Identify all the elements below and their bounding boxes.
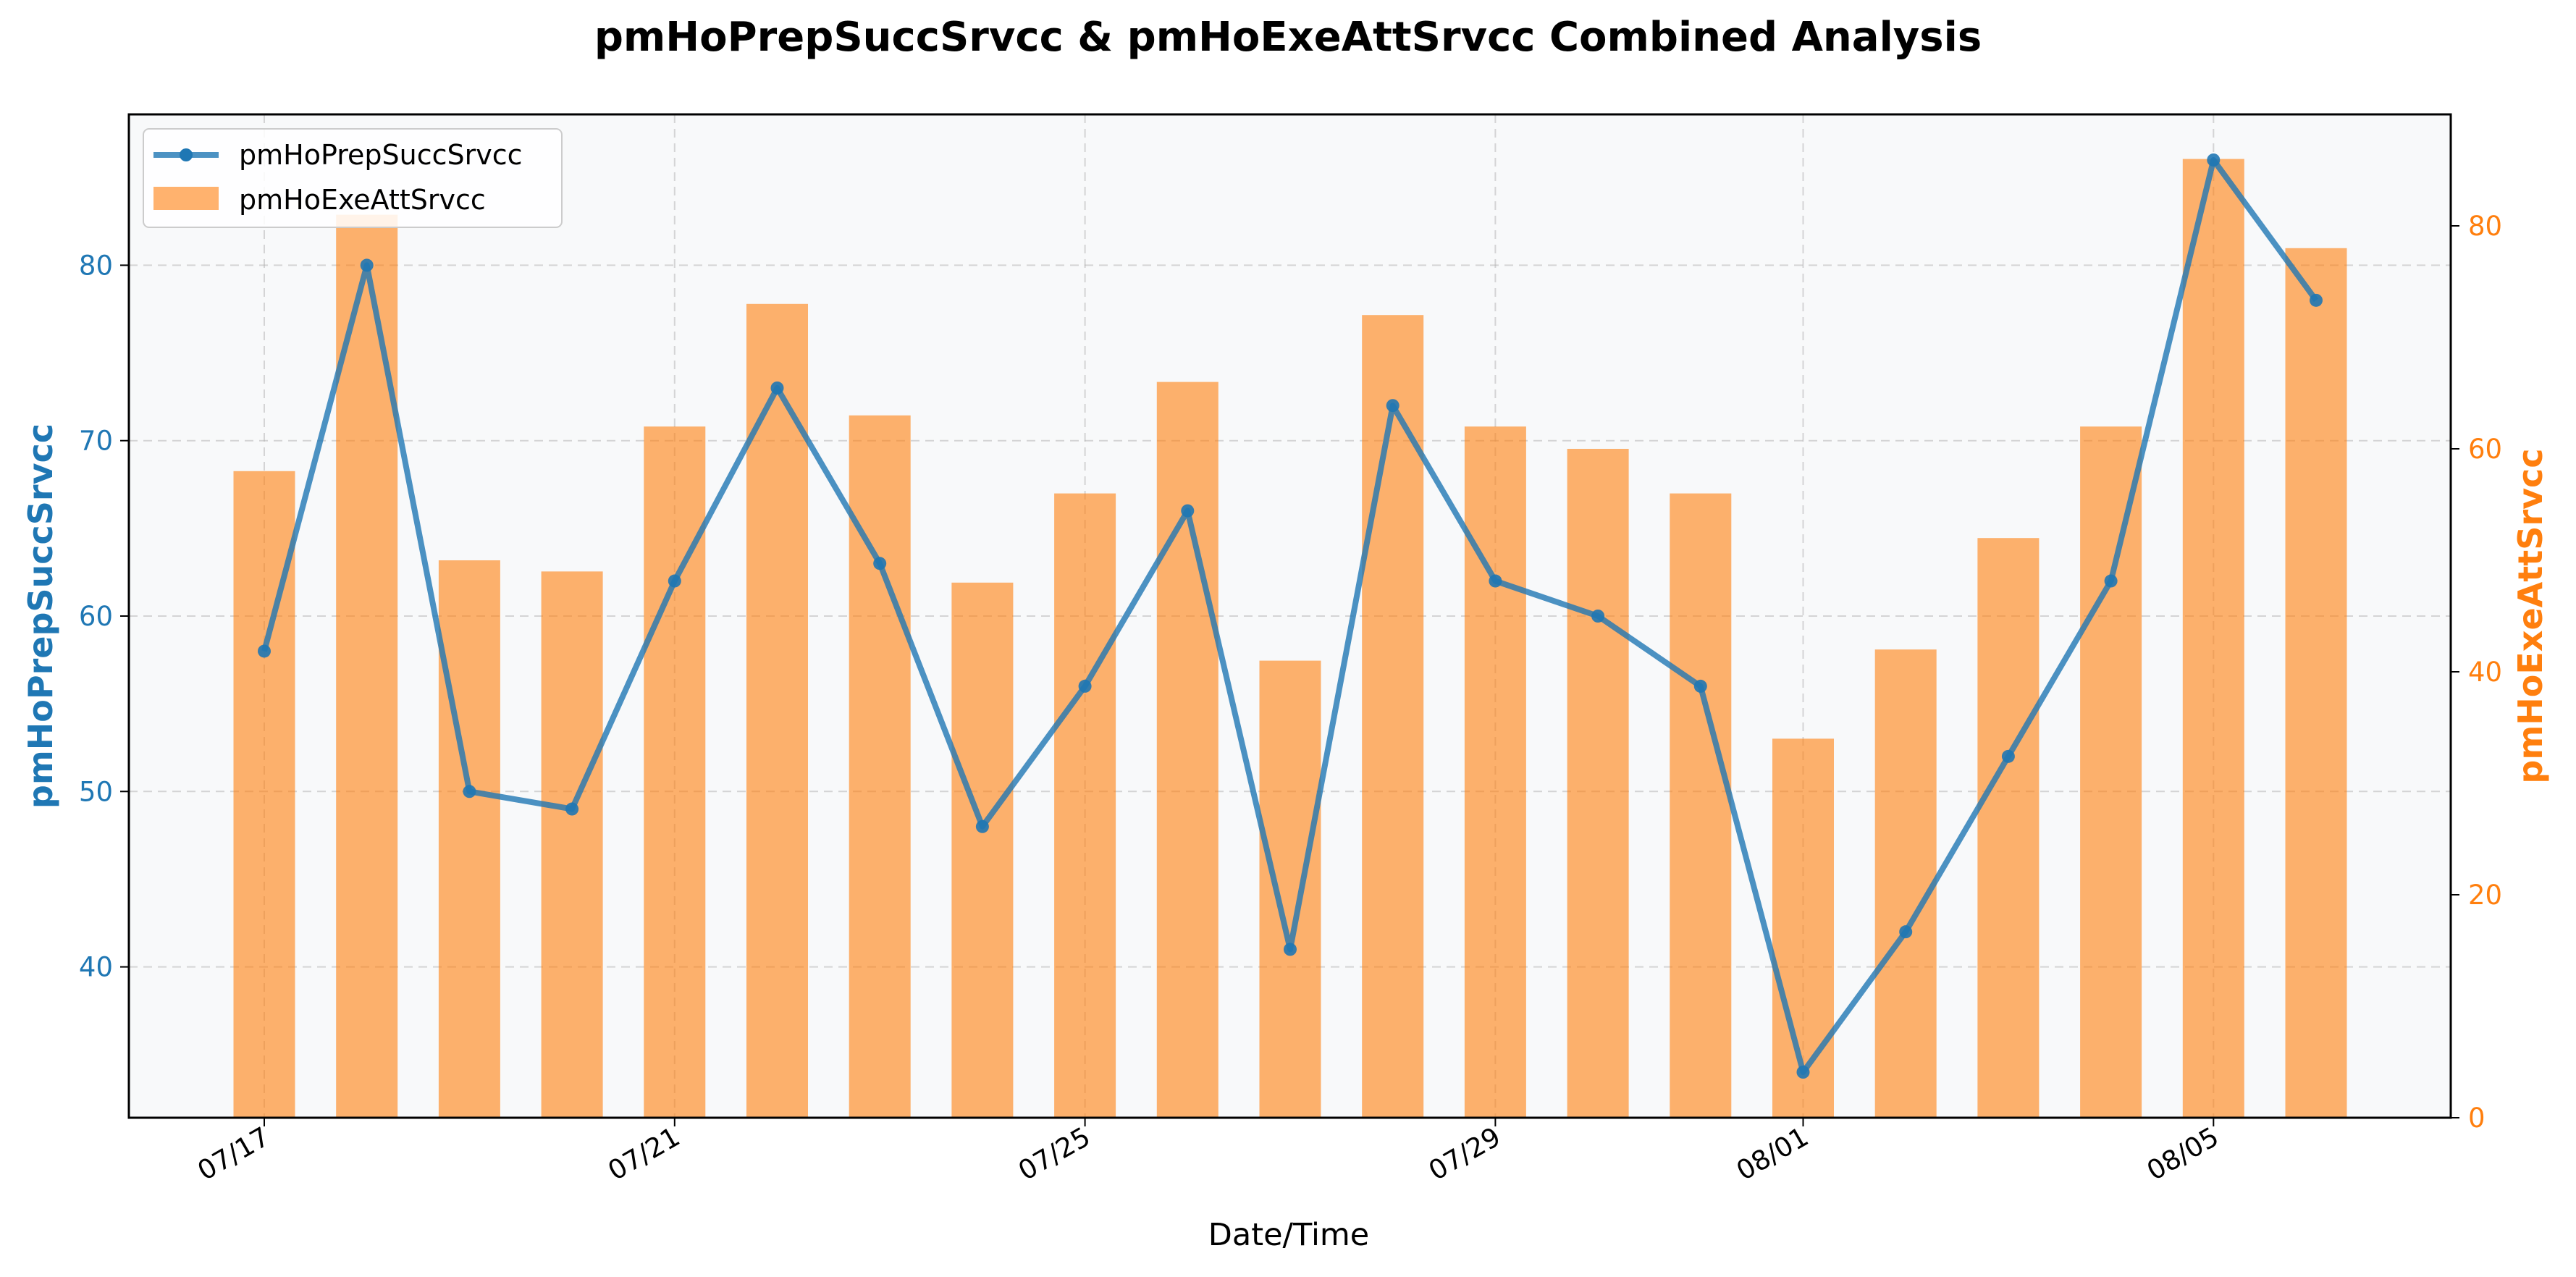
- bar-07-29: [1464, 426, 1526, 1118]
- point-08-04: [2104, 574, 2118, 588]
- right-axis-label: pmHoExeAttSrvcc: [2511, 448, 2550, 783]
- right-tick-label: 40: [2468, 657, 2502, 688]
- point-07-30: [1591, 610, 1605, 623]
- bar-08-01: [1772, 738, 1834, 1118]
- x-axis-label: Date/Time: [1208, 1217, 1370, 1253]
- bar-07-25: [1054, 493, 1116, 1118]
- point-07-24: [975, 819, 989, 833]
- point-08-01: [1796, 1066, 1810, 1079]
- point-07-18: [360, 258, 374, 272]
- legend-line-marker: [180, 148, 193, 161]
- point-07-31: [1693, 679, 1707, 693]
- left-tick-label: 40: [79, 952, 113, 983]
- legend-label-line: pmHoPrepSuccSrvcc: [239, 139, 523, 171]
- bar-08-04: [2080, 426, 2142, 1118]
- left-tick-label: 70: [79, 426, 113, 457]
- left-tick-label: 60: [79, 601, 113, 632]
- point-08-03: [2001, 749, 2015, 763]
- point-07-21: [668, 574, 681, 588]
- point-07-26: [1181, 504, 1195, 518]
- bar-08-02: [1874, 649, 1937, 1118]
- point-08-02: [1899, 925, 1913, 939]
- bar-07-20: [541, 571, 603, 1118]
- point-07-22: [770, 382, 784, 395]
- bar-07-28: [1362, 315, 1424, 1118]
- right-tick-label: 60: [2468, 434, 2502, 465]
- legend-bar-swatch: [153, 187, 219, 210]
- legend-label-bar: pmHoExeAttSrvcc: [239, 184, 486, 216]
- bar-07-23: [849, 415, 911, 1118]
- legend: pmHoPrepSuccSrvcc pmHoExeAttSrvcc: [143, 128, 563, 228]
- point-07-28: [1386, 399, 1399, 413]
- point-07-20: [565, 802, 579, 816]
- left-tick-label: 50: [79, 776, 113, 807]
- bar-08-06: [2285, 248, 2347, 1118]
- bar-07-26: [1156, 382, 1218, 1118]
- right-axis: 0 20 40 60 80: [2451, 211, 2502, 1134]
- right-tick-label: 20: [2468, 880, 2502, 911]
- chart-title: pmHoPrepSuccSrvcc & pmHoExeAttSrvcc Comb…: [594, 14, 1982, 61]
- point-07-29: [1489, 574, 1502, 588]
- left-axis-label: pmHoPrepSuccSrvcc: [21, 423, 60, 809]
- right-tick-label: 0: [2468, 1103, 2485, 1134]
- bar-07-27: [1259, 660, 1321, 1118]
- bar-07-19: [438, 560, 500, 1118]
- point-07-25: [1078, 679, 1092, 693]
- point-07-27: [1284, 943, 1297, 956]
- bar-07-21: [644, 426, 706, 1118]
- left-tick-label: 80: [79, 250, 113, 281]
- bar-07-22: [746, 303, 808, 1118]
- bar-07-31: [1670, 493, 1732, 1118]
- point-08-05: [2207, 153, 2221, 167]
- point-07-23: [873, 557, 887, 570]
- legend-box: [143, 128, 563, 228]
- point-07-19: [463, 785, 476, 798]
- point-08-06: [2310, 293, 2323, 307]
- point-07-17: [258, 644, 271, 658]
- bar-08-05: [2182, 159, 2244, 1118]
- right-tick-label: 80: [2468, 211, 2502, 242]
- bar-08-03: [1977, 538, 2040, 1118]
- line-layer: [258, 153, 2323, 1079]
- bar-07-30: [1567, 449, 1629, 1118]
- bar-07-24: [951, 582, 1014, 1118]
- left-axis: 40 50 60 70 80: [79, 250, 129, 983]
